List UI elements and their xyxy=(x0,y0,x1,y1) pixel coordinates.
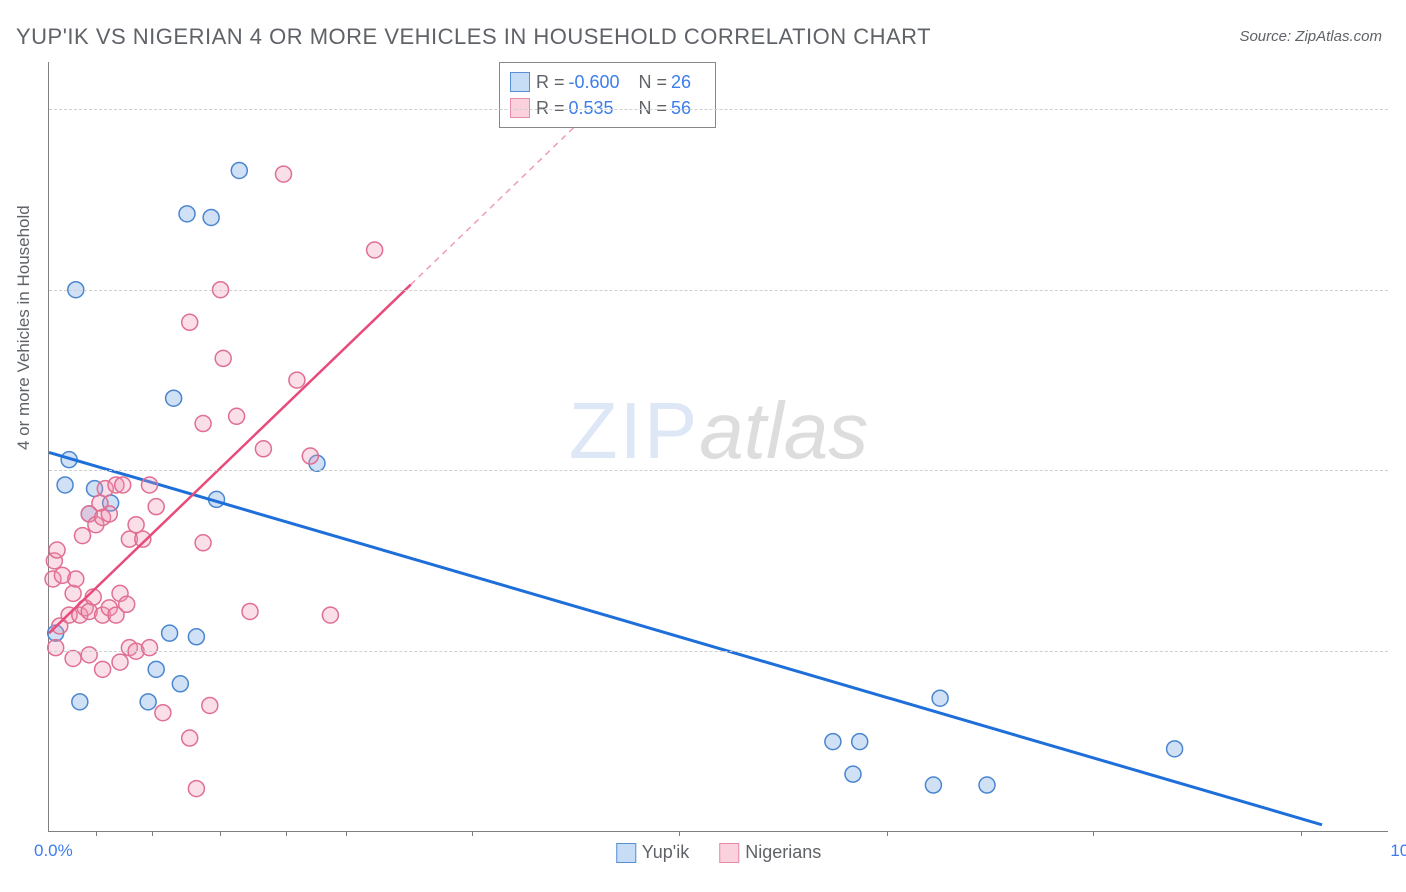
x-tick-label: 0.0% xyxy=(34,841,73,861)
legend-item-yupik: Yup'ik xyxy=(616,842,689,863)
data-point xyxy=(135,531,151,547)
trend-line xyxy=(49,452,1322,824)
data-point xyxy=(979,777,995,793)
data-point xyxy=(115,477,131,493)
bottom-legend: Yup'ik Nigerians xyxy=(616,842,822,863)
data-point xyxy=(162,625,178,641)
trend-line xyxy=(49,285,411,634)
data-point xyxy=(182,314,198,330)
plot-area: ZIPatlas R = -0.600 N = 26 R = 0.535 N =… xyxy=(48,62,1388,832)
y-axis-label: 4 or more Vehicles in Household xyxy=(14,205,34,450)
data-point xyxy=(302,448,318,464)
data-point xyxy=(367,242,383,258)
y-tick-label: 10.0% xyxy=(1398,460,1406,480)
legend-label-yupik: Yup'ik xyxy=(642,842,689,862)
chart-title: YUP'IK VS NIGERIAN 4 OR MORE VEHICLES IN… xyxy=(16,24,931,50)
swatch-nigerians-icon xyxy=(719,843,739,863)
y-tick-label: 15.0% xyxy=(1398,280,1406,300)
data-point xyxy=(65,585,81,601)
data-point xyxy=(112,654,128,670)
data-point xyxy=(75,528,91,544)
data-point xyxy=(1167,741,1183,757)
data-point xyxy=(195,535,211,551)
source-text: Source: ZipAtlas.com xyxy=(1239,28,1382,45)
data-point xyxy=(932,690,948,706)
stats-legend: R = -0.600 N = 26 R = 0.535 N = 56 xyxy=(499,62,716,128)
data-point xyxy=(845,766,861,782)
data-point xyxy=(140,694,156,710)
data-point xyxy=(155,705,171,721)
data-point xyxy=(128,517,144,533)
data-point xyxy=(825,734,841,750)
r-label: R = xyxy=(536,72,565,93)
data-point xyxy=(852,734,868,750)
y-tick-label: 5.0% xyxy=(1398,641,1406,661)
data-point xyxy=(182,730,198,746)
data-point xyxy=(72,694,88,710)
data-point xyxy=(172,676,188,692)
data-point xyxy=(195,416,211,432)
data-point xyxy=(231,162,247,178)
y-tick-label: 20.0% xyxy=(1398,99,1406,119)
data-point xyxy=(203,209,219,225)
data-point xyxy=(215,350,231,366)
data-point xyxy=(202,697,218,713)
data-point xyxy=(179,206,195,222)
data-point xyxy=(188,629,204,645)
data-point xyxy=(49,542,65,558)
data-point xyxy=(95,661,111,677)
data-point xyxy=(322,607,338,623)
stats-row-yupik: R = -0.600 N = 26 xyxy=(510,69,701,95)
data-point xyxy=(148,499,164,515)
data-point xyxy=(119,596,135,612)
data-point xyxy=(289,372,305,388)
data-point xyxy=(276,166,292,182)
r-value-yupik: -0.600 xyxy=(569,72,639,93)
x-tick-label: 100.0% xyxy=(1390,841,1406,861)
data-point xyxy=(48,640,64,656)
legend-label-nigerians: Nigerians xyxy=(745,842,821,862)
data-point xyxy=(255,441,271,457)
data-point xyxy=(925,777,941,793)
data-point xyxy=(148,661,164,677)
data-point xyxy=(142,477,158,493)
data-point xyxy=(166,390,182,406)
data-point xyxy=(188,781,204,797)
data-point xyxy=(65,650,81,666)
data-point xyxy=(142,640,158,656)
data-point xyxy=(92,495,108,511)
data-point xyxy=(57,477,73,493)
swatch-yupik-icon xyxy=(510,72,530,92)
n-label: N = xyxy=(639,72,668,93)
data-point xyxy=(242,603,258,619)
n-value-yupik: 26 xyxy=(671,72,701,93)
swatch-yupik-icon xyxy=(616,843,636,863)
legend-item-nigerians: Nigerians xyxy=(719,842,821,863)
data-point xyxy=(81,647,97,663)
data-point xyxy=(229,408,245,424)
plot-svg xyxy=(49,62,1388,831)
data-point xyxy=(68,571,84,587)
